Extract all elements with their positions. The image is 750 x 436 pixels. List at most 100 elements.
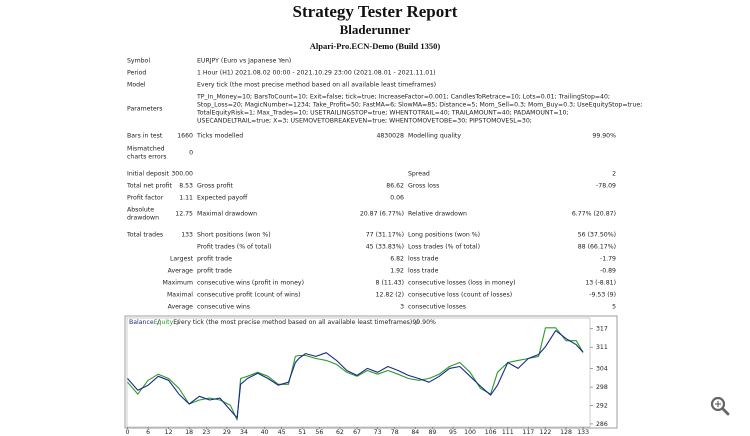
- legend-separator: [415, 318, 419, 326]
- x-tick-label: 111: [502, 429, 514, 436]
- x-tick-label: 12: [165, 429, 173, 436]
- legend-entry: Equity: [154, 319, 174, 326]
- stat-value: 0.06: [390, 194, 404, 202]
- stat-label: Modelling quality: [408, 132, 461, 140]
- parameter-line: TP_In_Money=10; BarsToCount=10; Exit=fal…: [197, 93, 611, 101]
- field-value: Every tick (the most precise method base…: [197, 81, 437, 89]
- expert-name: Bladerunner: [339, 22, 411, 37]
- stat-value: Largest: [169, 255, 193, 263]
- report-title: Strategy Tester Report: [292, 2, 458, 21]
- stat-value: 1.92: [390, 267, 404, 275]
- x-tick-label: 29: [223, 429, 231, 436]
- field-label: Period: [127, 69, 147, 77]
- legend-mode: Every tick (the most precise method base…: [173, 319, 412, 326]
- x-tick-label: 73: [374, 429, 382, 436]
- x-tick-label: 95: [449, 429, 457, 436]
- stat-value: 0: [189, 149, 193, 157]
- stat-label: Total net profit: [127, 182, 172, 190]
- x-tick-label: 128: [560, 429, 572, 436]
- x-tick-label: 51: [298, 429, 306, 436]
- stat-label: Mismatched charts errors: [127, 145, 167, 161]
- field-label: Model: [127, 81, 146, 89]
- stat-label: Bars in test: [127, 132, 163, 140]
- stat-value: -0.89: [599, 267, 616, 275]
- stat-value: Average: [167, 267, 193, 275]
- stat-value: 1.11: [179, 194, 193, 202]
- stat-value: 6.77% (20.87): [571, 210, 616, 218]
- stat-value: 133: [181, 231, 193, 239]
- stat-value: 8.53: [179, 182, 193, 190]
- parameter-line: TotalEquityRisk=1; Max_Trades=10; USETRA…: [197, 109, 569, 117]
- stat-value: 99.90%: [592, 132, 616, 140]
- stat-label: loss trade: [408, 267, 439, 275]
- stat-label: profit trade: [197, 255, 232, 263]
- y-tick-label: 311: [596, 344, 608, 351]
- x-tick-label: 122: [540, 429, 552, 436]
- stat-value: 13 (-8.81): [585, 279, 616, 287]
- stat-value: Maximum: [162, 279, 194, 287]
- x-tick-label: 56: [315, 429, 323, 436]
- stat-value: 86.62: [386, 182, 404, 190]
- zoom-handle: [721, 407, 730, 416]
- y-tick-label: 286: [596, 421, 608, 428]
- field-value: EURJPY (Euro vs Japanese Yen): [197, 57, 292, 65]
- stat-value: 4830028: [376, 132, 404, 140]
- stat-label: Long positions (won %): [408, 231, 481, 239]
- stat-label: consecutive losses (loss in money): [408, 279, 516, 287]
- legend-separator: [176, 318, 180, 326]
- field-label: Parameters: [127, 105, 163, 113]
- stat-label: Profit factor: [127, 194, 164, 202]
- stat-label: Initial deposit: [127, 170, 169, 178]
- server-name: Alpari-Pro.ECN-Demo (Build 1350): [309, 41, 441, 51]
- stat-value: 6.82: [390, 255, 404, 263]
- x-tick-label: 40: [261, 429, 269, 436]
- x-tick-label: 89: [428, 429, 436, 436]
- y-tick-label: 304: [596, 366, 608, 373]
- stat-label: consecutive wins (profit in money): [197, 279, 304, 287]
- stat-label: Spread: [408, 170, 430, 178]
- chart-legend: BalanceEquityEvery tick (the most precis…: [129, 319, 436, 326]
- stat-value: 45 (33.83%): [365, 243, 404, 251]
- stat-label: Gross loss: [408, 182, 440, 190]
- stat-value: -1.79: [599, 255, 616, 263]
- zoom-icon[interactable]: [710, 396, 730, 416]
- stat-label: profit trade: [197, 267, 232, 275]
- x-tick-label: 18: [185, 429, 193, 436]
- parameter-line: USECANDELTRAIL=true; X=3; USEMOVETOBREAK…: [197, 117, 532, 125]
- stat-label: Ticks modelled: [197, 132, 244, 140]
- legend-entry: Balance: [129, 319, 154, 326]
- stat-value: 56 (37.50%): [577, 231, 616, 239]
- stat-value: -78.09: [596, 182, 616, 190]
- x-tick-label: 78: [391, 429, 399, 436]
- parameter-line: Stop_Loss=20; MagicNumber=1234; Take_Pro…: [197, 101, 643, 109]
- y-tick-label: 317: [596, 326, 608, 333]
- stat-value: 77 (31.17%): [365, 231, 404, 239]
- stat-label: Short positions (won %): [197, 231, 271, 239]
- x-tick-label: 67: [353, 429, 361, 436]
- stat-label: Maximal drawdown: [197, 210, 258, 218]
- stat-value: -9.53 (9): [589, 291, 616, 299]
- stat-label: loss trade: [408, 255, 439, 263]
- stat-label: consecutive loss (count of losses): [408, 291, 513, 299]
- stat-value: 12.75: [175, 210, 193, 218]
- stat-label: consecutive wins: [197, 303, 250, 311]
- stat-label: Profit trades (% of total): [197, 243, 272, 251]
- stat-value: Average: [167, 303, 193, 311]
- x-tick-label: 106: [485, 429, 497, 436]
- stat-label: Loss trades (% of total): [408, 243, 480, 251]
- x-tick-label: 84: [411, 429, 419, 436]
- stat-value: 5: [612, 303, 616, 311]
- stat-value: 3: [400, 303, 404, 311]
- legend-quality: 99.90%: [412, 319, 436, 326]
- field-value: 1 Hour (H1) 2021.08.02 00:00 - 2021.10.2…: [197, 69, 436, 77]
- stat-value: 1660: [177, 132, 193, 140]
- stat-value: 8 (11.43): [375, 279, 404, 287]
- stat-value: 20.87 (6.77%): [359, 210, 404, 218]
- zoom-lens: [710, 396, 726, 412]
- stat-value: 12.82 (2): [375, 291, 404, 299]
- stat-label: Total trades: [127, 231, 164, 239]
- plot-area: [126, 317, 591, 428]
- x-tick-label: 34: [240, 429, 248, 436]
